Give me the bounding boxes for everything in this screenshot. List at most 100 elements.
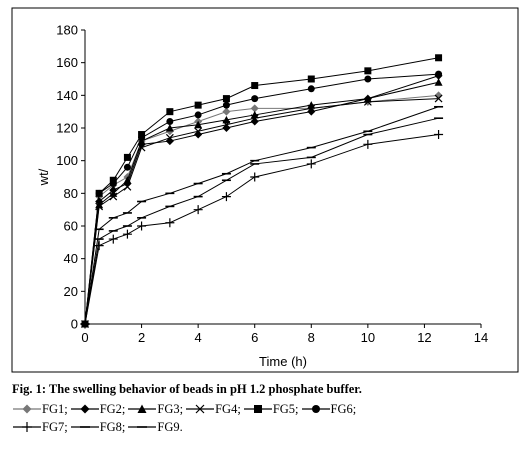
data-point-fg7	[94, 241, 104, 251]
legend-marker-fg3	[137, 404, 147, 413]
data-point-fg6	[95, 189, 103, 197]
legend-swatch-fg2	[70, 404, 99, 414]
data-point-fg7	[434, 130, 444, 140]
legend-marker-fg1	[22, 404, 32, 414]
series-fg6	[81, 70, 443, 328]
data-point-fg7	[193, 205, 203, 215]
legend-swatch-fg1	[13, 404, 41, 414]
series-line-fg2	[84, 75, 439, 325]
legend-label-fg9: FG9.	[157, 419, 183, 434]
data-point-fg4	[194, 127, 203, 136]
legend-label-fg2: FG2;	[99, 401, 126, 416]
data-point-fg4	[434, 94, 443, 103]
series-line-fg7	[84, 134, 439, 325]
legend-item-fg7: FG7;	[12, 420, 68, 435]
data-point-fg6	[166, 117, 174, 125]
y-tick-label: 120	[56, 121, 78, 136]
y-tick-label: 60	[64, 219, 78, 234]
x-tick-label: 8	[308, 330, 315, 345]
series-line-fg9	[84, 106, 439, 325]
series-fg7	[80, 130, 444, 329]
series-fg8	[80, 117, 444, 325]
legend-item-fg2: FG2;	[70, 401, 126, 417]
x-tick-label: 14	[474, 330, 488, 345]
legend-row: FG1; FG2; FG3; FG4; FG5; FG6;	[12, 400, 524, 418]
data-point-fg6	[364, 75, 372, 83]
legend-swatch-fg6	[301, 405, 330, 413]
legend-marker-fg7	[22, 422, 32, 432]
data-point-fg5	[166, 108, 174, 116]
legend-swatch-fg4	[186, 404, 215, 414]
legend-label-fg3: FG3;	[157, 401, 184, 416]
legend-label-fg4: FG4;	[215, 401, 241, 416]
data-point-fg7	[122, 229, 132, 239]
y-tick-label: 0	[71, 317, 78, 332]
data-point-fg7	[306, 159, 316, 169]
data-point-fg6	[194, 111, 202, 119]
data-point-fg4	[137, 143, 146, 152]
legend-item-fg5: FG5;	[243, 402, 299, 417]
data-point-fg5	[123, 153, 131, 161]
data-point-fg7	[108, 234, 118, 244]
data-point-fg4	[109, 192, 118, 201]
y-tick-label: 100	[56, 153, 78, 168]
y-tick-label: 40	[64, 251, 78, 266]
data-point-fg3	[165, 124, 174, 132]
data-point-fg3	[194, 120, 203, 129]
data-point-fg3	[434, 78, 443, 86]
data-point-fg6	[307, 85, 315, 93]
data-point-fg6	[138, 134, 146, 142]
legend-row: FG7; FG8; FG9.	[12, 418, 524, 436]
legend-swatch-fg3	[128, 404, 157, 413]
x-tick-label: 2	[138, 330, 145, 345]
legend-swatch-fg5	[243, 405, 272, 413]
x-tick-label: 12	[417, 330, 431, 345]
legend-marker-fg4	[195, 404, 205, 414]
data-point-fg7	[165, 218, 175, 228]
series-line-fg1	[84, 94, 439, 325]
legend-marker-fg5	[253, 405, 262, 413]
legend-item-fg8: FG8;	[70, 419, 126, 435]
x-tick-label: 10	[361, 330, 375, 345]
y-tick-label: 20	[64, 284, 78, 299]
legend-item-fg6: FG6;	[301, 401, 357, 417]
data-point-fg5	[435, 54, 443, 62]
x-tick-label: 4	[195, 330, 202, 345]
data-point-fg7	[137, 221, 147, 231]
y-tick-label: 140	[56, 88, 78, 103]
legend-label-fg8: FG8;	[99, 419, 126, 434]
x-tick-label: 0	[81, 330, 88, 345]
x-axis-title: Time (h)	[259, 354, 307, 369]
legend-marker-fg6	[311, 405, 320, 413]
series-line-fg4	[84, 98, 439, 325]
data-point-fg4	[95, 202, 104, 211]
data-point-fg5	[307, 75, 315, 83]
legend-label-fg6: FG6;	[330, 401, 357, 416]
data-point-fg4	[307, 104, 316, 113]
data-point-fg3	[222, 115, 231, 124]
series-fg2	[81, 71, 443, 328]
series-line-fg8	[84, 117, 439, 325]
series-fg3	[81, 78, 443, 328]
y-tick-label: 160	[56, 55, 78, 70]
data-point-fg4	[222, 120, 231, 129]
data-point-fg7	[221, 192, 231, 202]
data-point-fg1	[222, 107, 231, 116]
legend-item-fg9: FG9.	[127, 419, 183, 435]
series-fg1	[81, 91, 443, 328]
figure-caption: Fig. 1: The swelling behavior of beads i…	[12, 382, 362, 396]
series-fg5	[81, 54, 443, 328]
legend-item-fg3: FG3;	[127, 402, 183, 417]
legend-item-fg4: FG4;	[185, 402, 241, 417]
data-point-fg7	[363, 139, 373, 149]
y-tick-label: 180	[56, 23, 78, 38]
legend-item-fg1: FG1;	[12, 402, 68, 417]
data-point-fg5	[222, 95, 230, 103]
outer-frame	[11, 7, 519, 373]
data-point-fg6	[222, 101, 230, 109]
series-line-fg6	[84, 73, 439, 325]
data-point-fg5	[251, 82, 259, 90]
data-point-fg5	[194, 101, 202, 109]
data-point-fg4	[165, 133, 174, 142]
